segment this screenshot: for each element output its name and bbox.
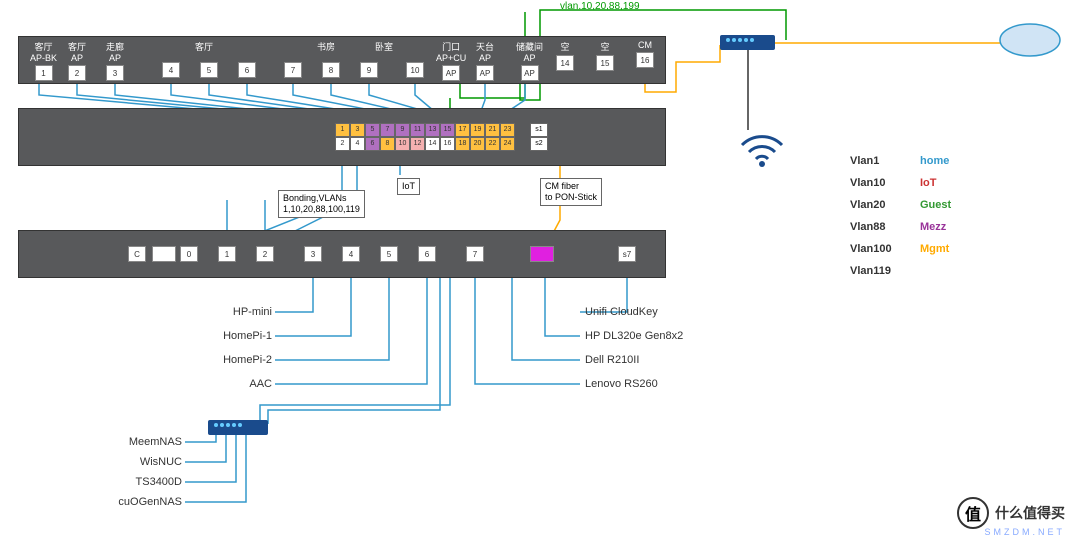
device-label: HomePi-1 bbox=[172, 330, 272, 342]
nas-label: MeemNAS bbox=[82, 436, 182, 448]
switch-port: 21 bbox=[485, 123, 500, 137]
switch-port: 20 bbox=[470, 137, 485, 151]
switch-port: 10 bbox=[395, 137, 410, 151]
switch-port: 13 bbox=[425, 123, 440, 137]
sfp-port: s2 bbox=[530, 137, 548, 151]
watermark-sub: SMZDM.NET bbox=[985, 527, 1066, 537]
patch-port: 7 bbox=[284, 40, 302, 78]
patch-port: 5 bbox=[200, 40, 218, 78]
device-label: AAC bbox=[172, 378, 272, 390]
switch2-port bbox=[152, 246, 176, 262]
switch2-port: 0 bbox=[180, 246, 198, 262]
device-label: Unifi CloudKey bbox=[585, 306, 658, 318]
switch2-port: 5 bbox=[380, 246, 398, 262]
modem-icon bbox=[720, 35, 775, 50]
switch-port: 3 bbox=[350, 123, 365, 137]
patch-port: 10 bbox=[406, 40, 424, 78]
patch-port: 空15 bbox=[596, 40, 614, 71]
switch2-port: 2 bbox=[256, 246, 274, 262]
device-label: HP DL320e Gen8x2 bbox=[585, 330, 683, 342]
bonding-note: Bonding,VLANs1,10,20,88,100,119 bbox=[278, 190, 365, 218]
nas-switch-icon bbox=[208, 420, 268, 435]
switch-port: 6 bbox=[365, 137, 380, 151]
iot-note: IoT bbox=[397, 178, 420, 195]
switch-port: 9 bbox=[395, 123, 410, 137]
legend-item: Vlan119 bbox=[850, 265, 951, 277]
legend-item: Vlan20Guest bbox=[850, 199, 951, 211]
switch2-port: 1 bbox=[218, 246, 236, 262]
switch2-port: 4 bbox=[342, 246, 360, 262]
switch-port: 15 bbox=[440, 123, 455, 137]
switch-port: 11 bbox=[410, 123, 425, 137]
switch2-port: s7 bbox=[618, 246, 636, 262]
device-label: HomePi-2 bbox=[172, 354, 272, 366]
nas-label: cuOGenNAS bbox=[82, 496, 182, 508]
patch-port: 9 bbox=[360, 40, 378, 78]
switch-port: 17 bbox=[455, 123, 470, 137]
switch2-port: 3 bbox=[304, 246, 322, 262]
legend-item: Vlan100Mgmt bbox=[850, 243, 951, 255]
switch-port: 19 bbox=[470, 123, 485, 137]
watermark: 值 什么值得买 bbox=[957, 497, 1065, 529]
switch-port: 2 bbox=[335, 137, 350, 151]
device-label: Dell R210II bbox=[585, 354, 639, 366]
nas-label: TS3400D bbox=[82, 476, 182, 488]
switch-port: 14 bbox=[425, 137, 440, 151]
fiber-note: CM fiberto PON-Stick bbox=[540, 178, 602, 206]
legend-item: Vlan1home bbox=[850, 155, 951, 167]
sfp-port: s1 bbox=[530, 123, 548, 137]
patch-port: 4 bbox=[162, 40, 180, 78]
patch-port: 空14 bbox=[556, 40, 574, 71]
switch-port: 4 bbox=[350, 137, 365, 151]
patch-port: 8 bbox=[322, 40, 340, 78]
patch-port: 储藏间APAP bbox=[516, 40, 543, 81]
device-label: Lenovo RS260 bbox=[585, 378, 658, 390]
switch-port: 12 bbox=[410, 137, 425, 151]
patch-port: 客厅AP-BK1 bbox=[30, 40, 57, 81]
switch-port: 23 bbox=[500, 123, 515, 137]
vlan-legend: Vlan1home Vlan10IoT Vlan20Guest Vlan88Mezz V… bbox=[850, 155, 951, 287]
switch2-port: C bbox=[128, 246, 146, 262]
switch-port: 24 bbox=[500, 137, 515, 151]
legend-item: Vlan10IoT bbox=[850, 177, 951, 189]
switch2-port: 7 bbox=[466, 246, 484, 262]
switch-port: 7 bbox=[380, 123, 395, 137]
switch-port: 18 bbox=[455, 137, 470, 151]
switch-port: 22 bbox=[485, 137, 500, 151]
patch-port: 门口AP+CUAP bbox=[436, 40, 466, 81]
patch-port: 6 bbox=[238, 40, 256, 78]
switch2-port: 6 bbox=[418, 246, 436, 262]
switch-port: 8 bbox=[380, 137, 395, 151]
patch-port: 天台APAP bbox=[476, 40, 494, 81]
device-label: HP-mini bbox=[172, 306, 272, 318]
patch-port: 客厅AP2 bbox=[68, 40, 86, 81]
vlan-label: vlan.10,20,88,199 bbox=[560, 1, 640, 12]
patch-port: CM16 bbox=[636, 40, 654, 68]
legend-item: Vlan88Mezz bbox=[850, 221, 951, 233]
patch-port: 走廊AP3 bbox=[106, 40, 124, 81]
nas-label: WisNUC bbox=[82, 456, 182, 468]
switch-port: 1 bbox=[335, 123, 350, 137]
switch-port: 5 bbox=[365, 123, 380, 137]
switch2-port bbox=[530, 246, 554, 262]
switch-port: 16 bbox=[440, 137, 455, 151]
